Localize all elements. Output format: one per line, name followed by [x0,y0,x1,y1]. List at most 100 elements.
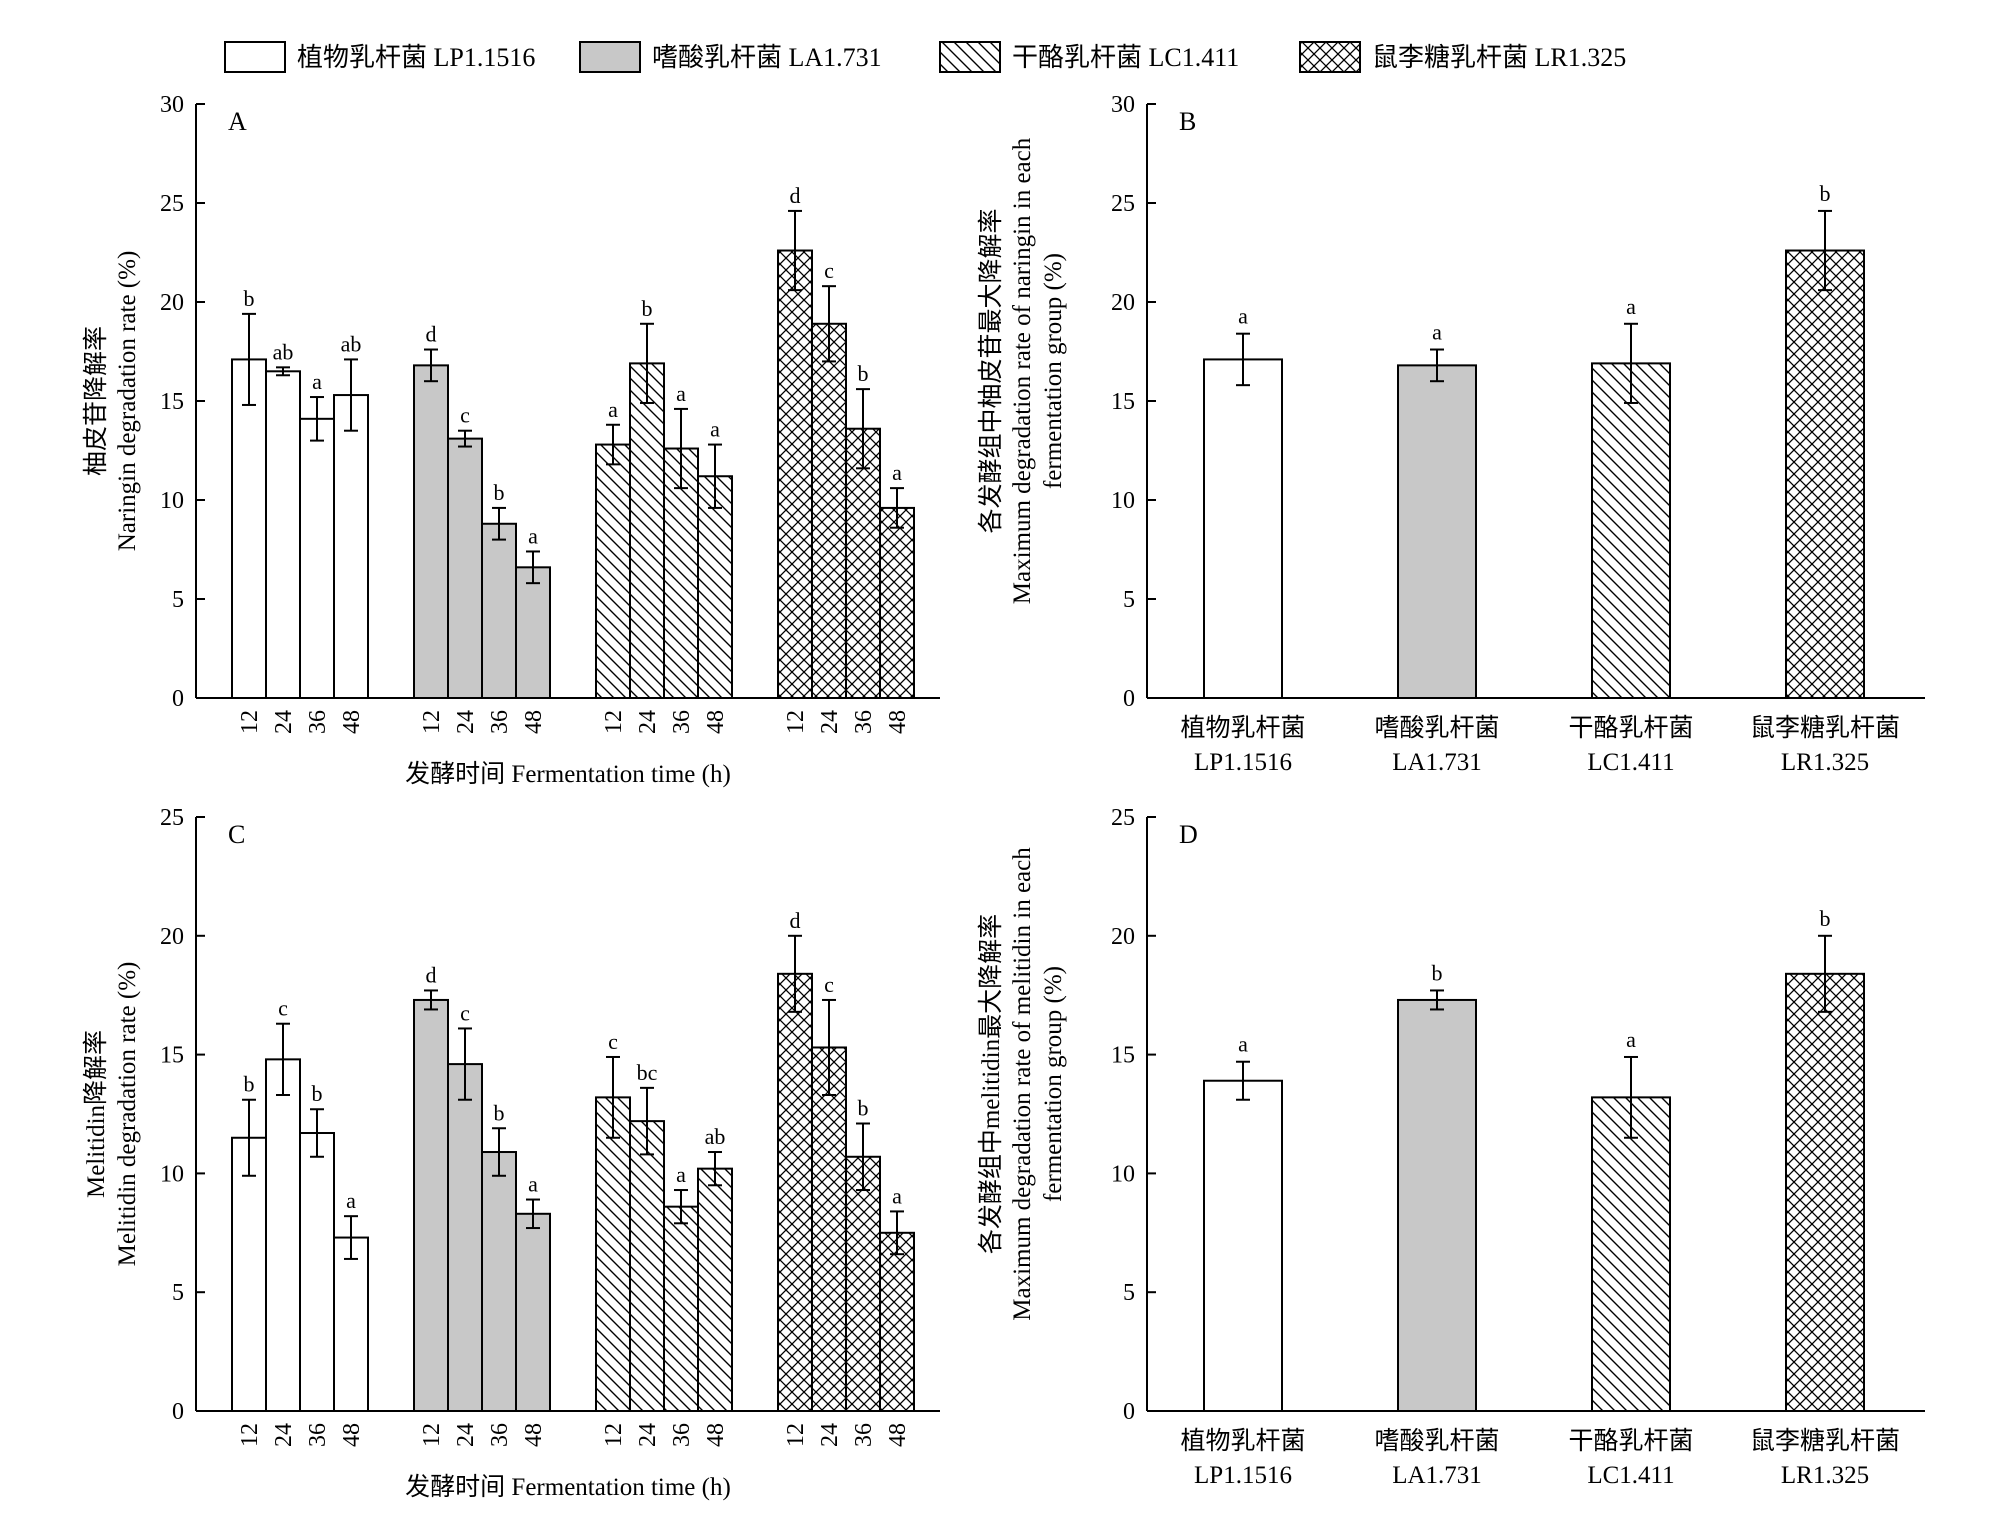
panel-d-y-tick-label: 0 [1123,1399,1135,1425]
panel-d-panel-label: D [1179,820,1198,849]
panel-a-y-tick-label: 0 [172,686,184,712]
panel-a-significance-label: b [642,296,653,321]
panel-b-significance-label: a [1626,294,1636,319]
panel-c-x-axis-label: 发酵时间 Fermentation time (h) [405,1473,731,1501]
panel-b-y-tick-label: 0 [1123,686,1135,712]
panel-c-bar [595,1096,631,1413]
panel-c-y-tick-label: 15 [160,1043,184,1069]
panel-c-significance-label: b [858,1096,869,1121]
panel-c-x-tick-label: 48 [885,1423,911,1447]
panel-a-y-axis-label-line: Naringin degradation rate (%) [114,251,141,552]
panel-a-bar [879,506,915,700]
panel-d-bar [1591,1096,1671,1413]
panel-c-bar [413,998,449,1413]
panel-a-x-tick-label: 48 [885,710,911,734]
panel-c-x-tick-label: 36 [669,1423,695,1447]
panel-d-x-tick-label-en: LA1.731 [1392,1462,1482,1489]
panel-b-y-axis-label-line: Maximum degradation rate of naringin in … [1009,137,1036,604]
panel-c-significance-label: c [608,1029,618,1054]
panel-a-y-tick-label: 25 [160,191,184,217]
panel-d-x-tick-label-cn: 鼠李糖乳杆菌 [1750,1427,1900,1455]
panel-d-y-axis-label-line: 各发酵组中melitidin最大降解率 [977,914,1005,1254]
panel-a-significance-label: d [426,322,437,347]
panel-a-y-axis-label-line: 柚皮苷降解率 [82,326,110,476]
panel-b-bar [1785,249,1865,700]
panel-a-significance-label: a [608,397,618,422]
panel-a-x-tick-label: 36 [487,710,513,734]
panel-a-y-tick-label: 15 [160,389,184,415]
panel-b-chart: 0 5 10 15 20 25 30 a 植物乳杆菌 LP1.1516 a 嗜酸乳杆菌 LA1.731 a… [977,92,1925,776]
panel-c-y-axis-label: Melitidin降解率 Melitidin degradation rate (… [82,962,141,1267]
panel-a-significance-label: ab [273,339,294,364]
panel-c-bar [697,1167,733,1412]
panel-c-bar [447,1063,483,1412]
panel-b-x-tick-label-cn: 干酪乳杆菌 [1568,714,1693,742]
panel-c-bar [663,1205,699,1412]
panel-b-x-tick-label-en: LR1.325 [1781,749,1869,776]
panel-c-significance-label: a [528,1172,538,1197]
panel-d-chart: 0 5 10 15 20 25 a 植物乳杆菌 LP1.1516 b 嗜酸乳杆菌 LA1.731 a 干酪… [977,805,1925,1489]
panel-a-bar [481,522,517,700]
panel-a-bar [629,362,665,699]
panel-d-bar [1785,972,1865,1412]
panel-a-significance-label: a [710,417,720,442]
panel-c-significance-label: a [892,1183,902,1208]
panel-d-significance-label: a [1238,1032,1248,1057]
panel-a-significance-label: a [312,369,322,394]
panel-c-x-tick-label: 24 [271,1423,297,1447]
legend-label-1: 植物乳杆菌 LP1.1516 [297,43,535,72]
panel-b-x-tick-label-cn: 植物乳杆菌 [1180,714,1305,742]
panel-a-bar [333,394,369,699]
panel-a-x-tick-label: 24 [271,710,297,734]
panel-c-significance-label: d [426,962,437,987]
panel-a-y-tick-label: 10 [160,488,184,514]
panel-a-x-tick-label: 24 [453,710,479,734]
panel-d-x-tick-label-en: LC1.411 [1587,1462,1674,1489]
panel-a-y-axis-label: 柚皮苷降解率 Naringin degradation rate (%) [82,251,141,552]
panel-c-bar [777,972,813,1412]
panel-c-y-tick-label: 25 [160,805,184,831]
panel-c-significance-label: c [824,972,834,997]
panel-a-bar [447,437,483,699]
panel-b-x-tick-label-en: LP1.1516 [1194,749,1292,776]
panel-c-bar [265,1058,301,1413]
panel-b-y-tick-label: 15 [1111,389,1135,415]
panel-d-y-axis-label-line: Maximum degradation rate of melitidin in… [1009,847,1036,1321]
panel-a-bar [845,427,881,699]
panel-a-x-tick-label: 36 [851,710,877,734]
panel-d-x-tick-label-en: LR1.325 [1781,1462,1869,1489]
panel-b-bar [1203,358,1283,699]
panel-b-y-axis-label-line: fermentation group (%) [1040,253,1067,489]
panel-a-x-tick-label: 36 [305,710,331,734]
panel-c-significance-label: c [460,1000,470,1025]
panel-c-significance-label: ab [705,1124,726,1149]
panel-c-x-tick-label: 48 [339,1423,365,1447]
panel-d-significance-label: b [1432,960,1443,985]
panel-b-y-tick-label: 25 [1111,191,1135,217]
panel-c-bar [231,1136,267,1412]
panel-a-chart: 051015202530b12ab24a36ab48d12c24b36a48a1… [82,92,940,788]
panel-d-bar [1203,1079,1283,1412]
panel-d-y-tick-label: 25 [1111,805,1135,831]
panel-c-significance-label: bc [637,1060,658,1085]
panel-c-y-tick-label: 10 [160,1161,184,1187]
panel-c-panel-label: C [228,820,245,849]
panel-b-x-tick-label-cn: 嗜酸乳杆菌 [1374,714,1499,742]
panel-c-x-tick-label: 24 [817,1423,843,1447]
panel-a-x-tick-label: 48 [339,710,365,734]
panel-c-significance-label: d [790,908,801,933]
panel-b-significance-label: a [1432,320,1442,345]
panel-c-x-tick-label: 24 [453,1423,479,1447]
panel-c-x-tick-label: 36 [305,1423,331,1447]
panel-c-significance-label: b [312,1081,323,1106]
panel-a-x-tick-label: 48 [703,710,729,734]
panel-c-bar [845,1155,881,1412]
panel-c-bar [515,1212,551,1412]
panel-d-bar [1397,998,1477,1413]
panel-b-panel-label: B [1179,107,1196,136]
panel-c-bar [333,1236,369,1412]
panel-c-x-tick-label: 12 [601,1423,627,1447]
legend-swatch-2 [579,41,641,73]
panel-d-y-axis-label-line: fermentation group (%) [1040,966,1067,1202]
panel-c-bar [481,1151,517,1412]
